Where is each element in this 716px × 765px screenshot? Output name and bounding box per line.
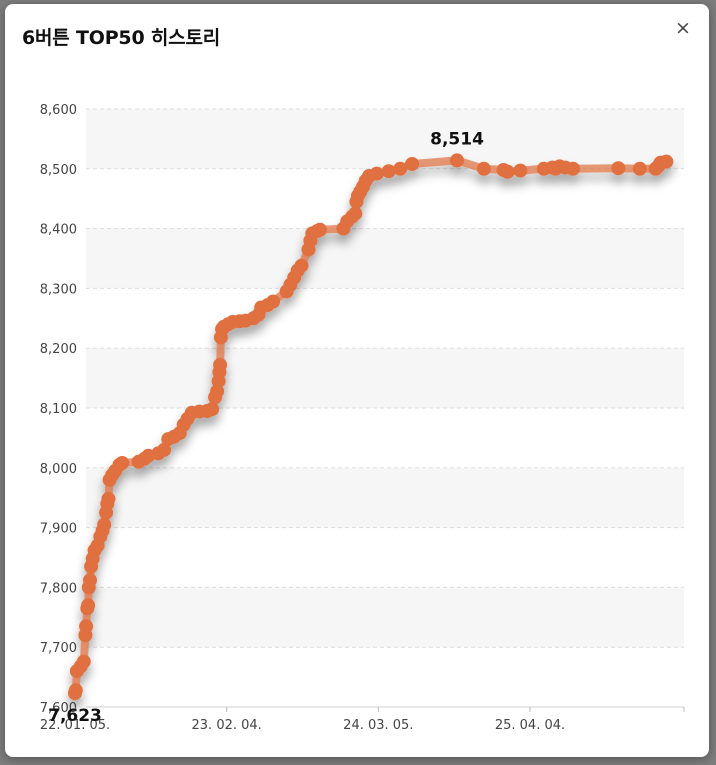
x-axis: 22. 01. 05. 23. 02. 04. 24. 03. 05. 25. 04.… [40, 706, 685, 733]
data-point [500, 164, 515, 179]
data-point [81, 598, 96, 613]
data-point [213, 357, 228, 372]
data-point [68, 683, 83, 698]
y-tick-label: 8,600 [40, 103, 77, 118]
close-icon[interactable]: × [675, 17, 691, 39]
data-point [157, 442, 172, 457]
y-tick-label: 8,500 [40, 163, 77, 178]
x-tick-label: 22. 01. 05. [40, 718, 110, 733]
data-point [369, 166, 384, 181]
history-chart: 8,600 8,500 8,400 8,300 8,200 8,100 8,000 7,900… [40, 103, 685, 733]
data-point [79, 619, 94, 634]
data-point [659, 154, 674, 169]
y-tick-label: 7,900 [40, 522, 77, 537]
y-tick-label: 7,800 [40, 581, 77, 596]
history-modal: 6버튼 TOP50 히스토리 × 8,600 8,500 8,400 8,300 8,2… [5, 4, 709, 757]
data-point [348, 206, 363, 221]
grid-band [86, 109, 684, 169]
data-point [313, 222, 327, 237]
y-tick-label: 8,000 [40, 462, 77, 477]
x-tick-label: 23. 02. 04. [192, 718, 262, 733]
data-point [115, 456, 130, 470]
x-tick-label: 24. 03. 05. [343, 718, 413, 733]
annotation-label: 8,514 [430, 129, 484, 149]
data-point [632, 161, 647, 176]
x-tick-label: 25. 04. 04. [495, 718, 565, 733]
annotation-label: 7,623 [48, 706, 102, 726]
y-tick-label: 7,700 [40, 641, 77, 656]
grid-band [86, 228, 684, 289]
data-point [566, 161, 580, 176]
y-axis: 8,600 8,500 8,400 8,300 8,200 8,100 8,000 7,900… [40, 103, 77, 716]
data-point [393, 161, 408, 176]
data-point [611, 161, 626, 176]
data-point [83, 573, 97, 588]
grid-bands [86, 109, 684, 648]
data-point [205, 402, 220, 417]
annotations: 7,623 8,514 [48, 129, 484, 726]
y-tick-label: 7,600 [40, 701, 77, 716]
y-tick-label: 8,400 [40, 223, 77, 238]
y-tick-label: 8,300 [40, 282, 77, 297]
data-point [266, 294, 281, 309]
modal-title: 6버튼 TOP50 히스토리 [22, 27, 221, 49]
data-point [450, 153, 464, 168]
data-point [76, 654, 91, 669]
grid-band [86, 348, 684, 408]
data-point [405, 157, 420, 171]
data-point [513, 163, 528, 178]
y-tick-label: 8,100 [40, 402, 77, 417]
data-point [476, 161, 491, 176]
data-point [294, 258, 309, 273]
grid-band [86, 587, 684, 648]
data-point [101, 491, 116, 506]
y-tick-label: 8,200 [40, 342, 77, 357]
series-line [68, 153, 674, 701]
data-point [381, 164, 396, 179]
data-point [97, 517, 112, 532]
grid-band [86, 467, 684, 528]
